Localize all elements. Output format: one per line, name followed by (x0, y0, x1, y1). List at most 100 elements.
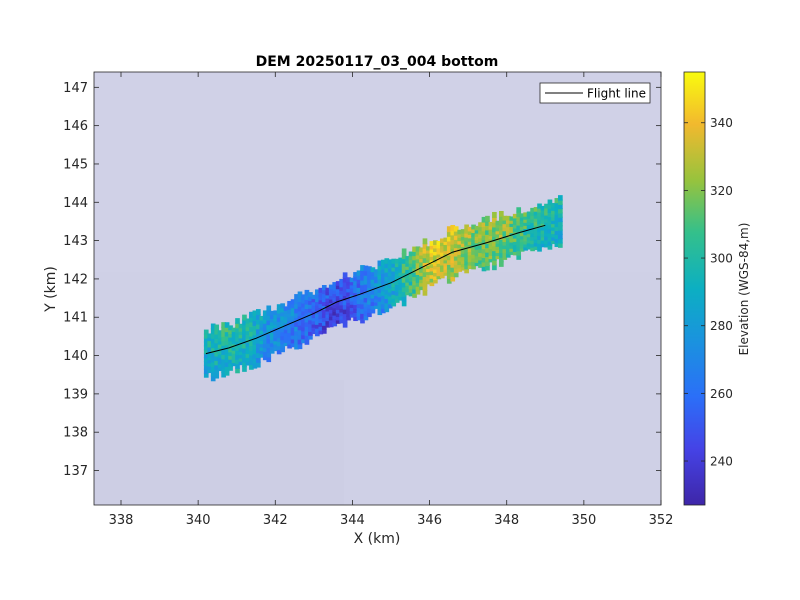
dem-cell (245, 329, 251, 335)
dem-cell (547, 215, 553, 222)
dem-cell (485, 264, 490, 271)
dem-cell (214, 346, 220, 353)
dem-cell (401, 272, 407, 278)
dem-cell (429, 273, 435, 279)
dem-cell (221, 367, 226, 373)
dem-cell (377, 278, 383, 284)
dem-cell (439, 273, 445, 279)
dem-cell (266, 310, 272, 316)
dem-cell (384, 293, 390, 299)
dem-cell (339, 286, 344, 291)
dem-cell (262, 330, 268, 336)
dem-cell (315, 304, 320, 310)
dem-cell (235, 336, 240, 342)
dem-cell (485, 242, 490, 249)
dem-cell (339, 314, 344, 320)
dem-cell (360, 298, 365, 305)
dem-cell (526, 245, 532, 250)
dem-cell (297, 296, 303, 303)
dem-cell (530, 232, 535, 238)
dem-cell (245, 360, 251, 366)
dem-cell (224, 343, 230, 350)
dem-cell (280, 307, 285, 313)
dem-cell (512, 234, 518, 239)
dem-cell (478, 222, 483, 228)
dem-cell (311, 297, 317, 303)
dem-cell (485, 215, 490, 222)
y-tick-label: 143 (63, 234, 88, 249)
dem-cell (485, 229, 490, 235)
dem-cell (214, 364, 220, 370)
dem-cell (301, 314, 306, 320)
dem-cell (408, 287, 414, 293)
dem-cell (342, 308, 348, 315)
dem-cell (558, 233, 563, 240)
dem-cell (231, 337, 237, 342)
dem-cell (443, 259, 449, 264)
dem-cell (516, 237, 522, 243)
dem-cell (259, 339, 265, 345)
dem-cell (415, 265, 421, 272)
dem-cell (439, 238, 445, 243)
dem-cell (540, 212, 546, 218)
dem-cell (290, 322, 296, 328)
dem-cell (203, 337, 209, 343)
dem-cell (256, 356, 261, 363)
dem-cell (363, 283, 369, 290)
dem-cell (474, 258, 480, 263)
dem-cell (537, 238, 542, 244)
dem-cell (294, 325, 299, 332)
dem-cell (405, 275, 410, 280)
y-tick-label: 141 (63, 311, 88, 326)
dem-cell (533, 214, 539, 219)
dem-cell (276, 324, 282, 330)
dem-cell (433, 275, 438, 280)
dem-cell (370, 304, 376, 310)
dem-cell (408, 258, 414, 264)
dem-cell (238, 327, 244, 332)
dem-cell (349, 293, 355, 299)
dem-cell (551, 222, 556, 228)
dem-cell (391, 258, 397, 264)
dem-cell (349, 284, 355, 289)
dem-cell (283, 325, 289, 331)
basemap-patch (94, 380, 344, 505)
dem-cell (474, 248, 480, 254)
dem-cell (363, 265, 369, 272)
dem-cell (210, 323, 216, 330)
dem-cell (419, 264, 424, 270)
dem-cell (242, 314, 247, 321)
dem-cell (422, 238, 428, 245)
dem-cell (516, 211, 522, 218)
dem-cell (360, 307, 365, 314)
dem-cell (301, 334, 306, 340)
dem-cell (262, 310, 268, 316)
dem-cell (321, 300, 327, 307)
dem-cell (446, 268, 452, 275)
dem-cell (346, 287, 351, 293)
dem-cell (481, 265, 487, 272)
dem-cell (266, 347, 272, 353)
dem-cell (558, 195, 563, 201)
dem-cell (464, 256, 469, 262)
dem-cell (384, 284, 390, 291)
dem-cell (228, 340, 233, 345)
dem-cell (356, 298, 362, 305)
dem-cell (419, 278, 424, 284)
dem-cell (214, 324, 220, 331)
dem-cell (367, 303, 372, 309)
dem-cell (325, 316, 331, 322)
dem-cell (453, 271, 459, 278)
dem-cell (533, 217, 539, 223)
x-tick-label: 350 (571, 513, 596, 528)
dem-cell (523, 212, 528, 217)
dem-cell (370, 271, 376, 276)
dem-cell (519, 219, 525, 224)
dem-cell (262, 314, 268, 320)
dem-cell (439, 251, 445, 256)
dem-cell (321, 316, 327, 322)
dem-cell (391, 285, 397, 291)
dem-cell (554, 209, 560, 216)
dem-cell (332, 321, 338, 327)
dem-cell (519, 213, 525, 218)
